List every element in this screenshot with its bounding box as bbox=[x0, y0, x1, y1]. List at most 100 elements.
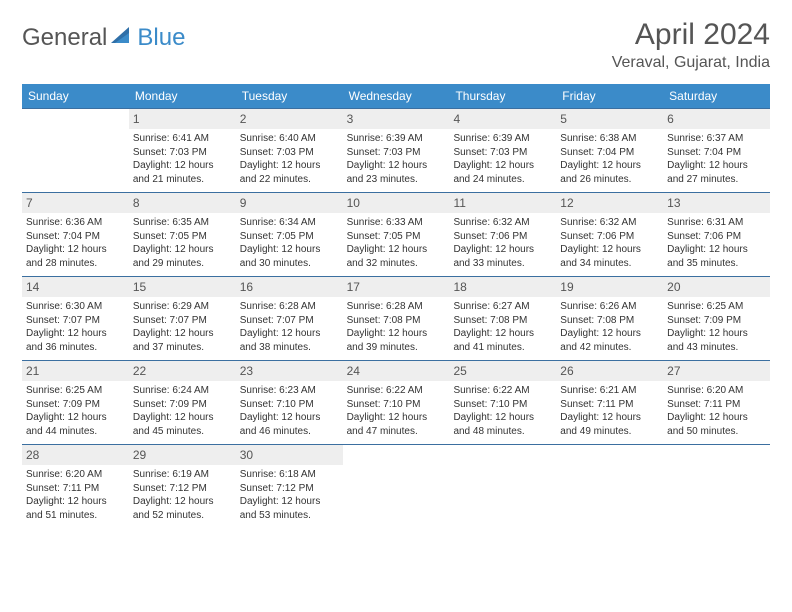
day-cell: 23 Sunrise: 6:23 AMSunset: 7:10 PMDayligh… bbox=[236, 361, 343, 444]
daylight-text: Daylight: 12 hours and 29 minutes. bbox=[133, 243, 232, 270]
day-cell: 9 Sunrise: 6:34 AMSunset: 7:05 PMDaylight… bbox=[236, 193, 343, 276]
daylight-text: Daylight: 12 hours and 49 minutes. bbox=[560, 411, 659, 438]
dayname-thursday: Thursday bbox=[449, 84, 556, 108]
day-info: Sunrise: 6:30 AMSunset: 7:07 PMDaylight:… bbox=[26, 300, 125, 354]
day-info: Sunrise: 6:25 AMSunset: 7:09 PMDaylight:… bbox=[26, 384, 125, 438]
day-cell: 2Sunrise: 6:40 AMSunset: 7:03 PMDaylight… bbox=[236, 109, 343, 192]
sunrise-text: Sunrise: 6:19 AM bbox=[133, 468, 232, 482]
daylight-text: Daylight: 12 hours and 47 minutes. bbox=[347, 411, 446, 438]
day-info: Sunrise: 6:33 AMSunset: 7:05 PMDaylight:… bbox=[347, 216, 446, 270]
day-info: Sunrise: 6:32 AMSunset: 7:06 PMDaylight:… bbox=[453, 216, 552, 270]
daylight-text: Daylight: 12 hours and 51 minutes. bbox=[26, 495, 125, 522]
sunset-text: Sunset: 7:08 PM bbox=[453, 314, 552, 328]
day-info: Sunrise: 6:26 AMSunset: 7:08 PMDaylight:… bbox=[560, 300, 659, 354]
day-info: Sunrise: 6:38 AMSunset: 7:04 PMDaylight:… bbox=[560, 132, 659, 186]
sunrise-text: Sunrise: 6:29 AM bbox=[133, 300, 232, 314]
day-number: 28 bbox=[22, 445, 129, 465]
day-number: 7 bbox=[22, 193, 129, 213]
sunrise-text: Sunrise: 6:33 AM bbox=[347, 216, 446, 230]
day-cell: 3Sunrise: 6:39 AMSunset: 7:03 PMDaylight… bbox=[343, 109, 450, 192]
day-number: 13 bbox=[663, 193, 770, 213]
sunset-text: Sunset: 7:03 PM bbox=[240, 146, 339, 160]
daylight-text: Daylight: 12 hours and 41 minutes. bbox=[453, 327, 552, 354]
sunrise-text: Sunrise: 6:32 AM bbox=[560, 216, 659, 230]
day-cell: 11 Sunrise: 6:32 AMSunset: 7:06 PMDayligh… bbox=[449, 193, 556, 276]
sunset-text: Sunset: 7:09 PM bbox=[667, 314, 766, 328]
sunrise-text: Sunrise: 6:28 AM bbox=[347, 300, 446, 314]
sunset-text: Sunset: 7:07 PM bbox=[133, 314, 232, 328]
day-info: Sunrise: 6:39 AMSunset: 7:03 PMDaylight:… bbox=[453, 132, 552, 186]
day-number: 9 bbox=[236, 193, 343, 213]
sunset-text: Sunset: 7:05 PM bbox=[347, 230, 446, 244]
sunrise-text: Sunrise: 6:18 AM bbox=[240, 468, 339, 482]
day-info: Sunrise: 6:34 AMSunset: 7:05 PMDaylight:… bbox=[240, 216, 339, 270]
sunset-text: Sunset: 7:03 PM bbox=[347, 146, 446, 160]
day-info: Sunrise: 6:37 AMSunset: 7:04 PMDaylight:… bbox=[667, 132, 766, 186]
day-number: 14 bbox=[22, 277, 129, 297]
dayname-monday: Monday bbox=[129, 84, 236, 108]
week-row: 21Sunrise: 6:25 AMSunset: 7:09 PMDayligh… bbox=[22, 360, 770, 444]
daylight-text: Daylight: 12 hours and 42 minutes. bbox=[560, 327, 659, 354]
sunrise-text: Sunrise: 6:37 AM bbox=[667, 132, 766, 146]
day-number: 26 bbox=[556, 361, 663, 381]
sunrise-text: Sunrise: 6:25 AM bbox=[26, 384, 125, 398]
daylight-text: Daylight: 12 hours and 44 minutes. bbox=[26, 411, 125, 438]
sunset-text: Sunset: 7:11 PM bbox=[667, 398, 766, 412]
sunrise-text: Sunrise: 6:30 AM bbox=[26, 300, 125, 314]
day-number: 5 bbox=[556, 109, 663, 129]
daylight-text: Daylight: 12 hours and 38 minutes. bbox=[240, 327, 339, 354]
sunset-text: Sunset: 7:04 PM bbox=[560, 146, 659, 160]
sunrise-text: Sunrise: 6:31 AM bbox=[667, 216, 766, 230]
sunset-text: Sunset: 7:10 PM bbox=[240, 398, 339, 412]
daylight-text: Daylight: 12 hours and 46 minutes. bbox=[240, 411, 339, 438]
daylight-text: Daylight: 12 hours and 28 minutes. bbox=[26, 243, 125, 270]
sunrise-text: Sunrise: 6:39 AM bbox=[347, 132, 446, 146]
day-info: Sunrise: 6:35 AMSunset: 7:05 PMDaylight:… bbox=[133, 216, 232, 270]
day-number: 12 bbox=[556, 193, 663, 213]
day-cell: 28Sunrise: 6:20 AMSunset: 7:11 PMDayligh… bbox=[22, 445, 129, 528]
sunset-text: Sunset: 7:09 PM bbox=[133, 398, 232, 412]
sunrise-text: Sunrise: 6:22 AM bbox=[453, 384, 552, 398]
daylight-text: Daylight: 12 hours and 24 minutes. bbox=[453, 159, 552, 186]
sunrise-text: Sunrise: 6:20 AM bbox=[667, 384, 766, 398]
daylight-text: Daylight: 12 hours and 52 minutes. bbox=[133, 495, 232, 522]
sunset-text: Sunset: 7:04 PM bbox=[26, 230, 125, 244]
day-cell: 10 Sunrise: 6:33 AMSunset: 7:05 PMDayligh… bbox=[343, 193, 450, 276]
day-info: Sunrise: 6:19 AMSunset: 7:12 PMDaylight:… bbox=[133, 468, 232, 522]
day-number: 11 bbox=[449, 193, 556, 213]
day-cell: 1Sunrise: 6:41 AMSunset: 7:03 PMDaylight… bbox=[129, 109, 236, 192]
sunset-text: Sunset: 7:08 PM bbox=[347, 314, 446, 328]
daylight-text: Daylight: 12 hours and 27 minutes. bbox=[667, 159, 766, 186]
day-cell: 20Sunrise: 6:25 AMSunset: 7:09 PMDayligh… bbox=[663, 277, 770, 360]
daylight-text: Daylight: 12 hours and 48 minutes. bbox=[453, 411, 552, 438]
day-number: 29 bbox=[129, 445, 236, 465]
day-info: Sunrise: 6:22 AMSunset: 7:10 PMDaylight:… bbox=[347, 384, 446, 438]
sunset-text: Sunset: 7:04 PM bbox=[667, 146, 766, 160]
day-number: 18 bbox=[449, 277, 556, 297]
day-cell: 18Sunrise: 6:27 AMSunset: 7:08 PMDayligh… bbox=[449, 277, 556, 360]
dayname-sunday: Sunday bbox=[22, 84, 129, 108]
day-cell: 30Sunrise: 6:18 AMSunset: 7:12 PMDayligh… bbox=[236, 445, 343, 528]
brand-logo: General Blue bbox=[22, 18, 185, 52]
sunrise-text: Sunrise: 6:23 AM bbox=[240, 384, 339, 398]
daylight-text: Daylight: 12 hours and 32 minutes. bbox=[347, 243, 446, 270]
sunrise-text: Sunrise: 6:20 AM bbox=[26, 468, 125, 482]
daylight-text: Daylight: 12 hours and 53 minutes. bbox=[240, 495, 339, 522]
day-cell bbox=[663, 445, 770, 528]
day-cell: 17Sunrise: 6:28 AMSunset: 7:08 PMDayligh… bbox=[343, 277, 450, 360]
day-info: Sunrise: 6:29 AMSunset: 7:07 PMDaylight:… bbox=[133, 300, 232, 354]
daylight-text: Daylight: 12 hours and 36 minutes. bbox=[26, 327, 125, 354]
day-number: 23 bbox=[236, 361, 343, 381]
sunrise-text: Sunrise: 6:35 AM bbox=[133, 216, 232, 230]
day-info: Sunrise: 6:25 AMSunset: 7:09 PMDaylight:… bbox=[667, 300, 766, 354]
weeks-container: 1Sunrise: 6:41 AMSunset: 7:03 PMDaylight… bbox=[22, 108, 770, 528]
day-cell: 14 Sunrise: 6:30 AMSunset: 7:07 PMDayligh… bbox=[22, 277, 129, 360]
day-number: 15 bbox=[129, 277, 236, 297]
day-number: 27 bbox=[663, 361, 770, 381]
daylight-text: Daylight: 12 hours and 35 minutes. bbox=[667, 243, 766, 270]
day-number: 10 bbox=[343, 193, 450, 213]
day-info: Sunrise: 6:24 AMSunset: 7:09 PMDaylight:… bbox=[133, 384, 232, 438]
day-number: 4 bbox=[449, 109, 556, 129]
brand-part1: General bbox=[22, 24, 107, 52]
day-info: Sunrise: 6:21 AMSunset: 7:11 PMDaylight:… bbox=[560, 384, 659, 438]
